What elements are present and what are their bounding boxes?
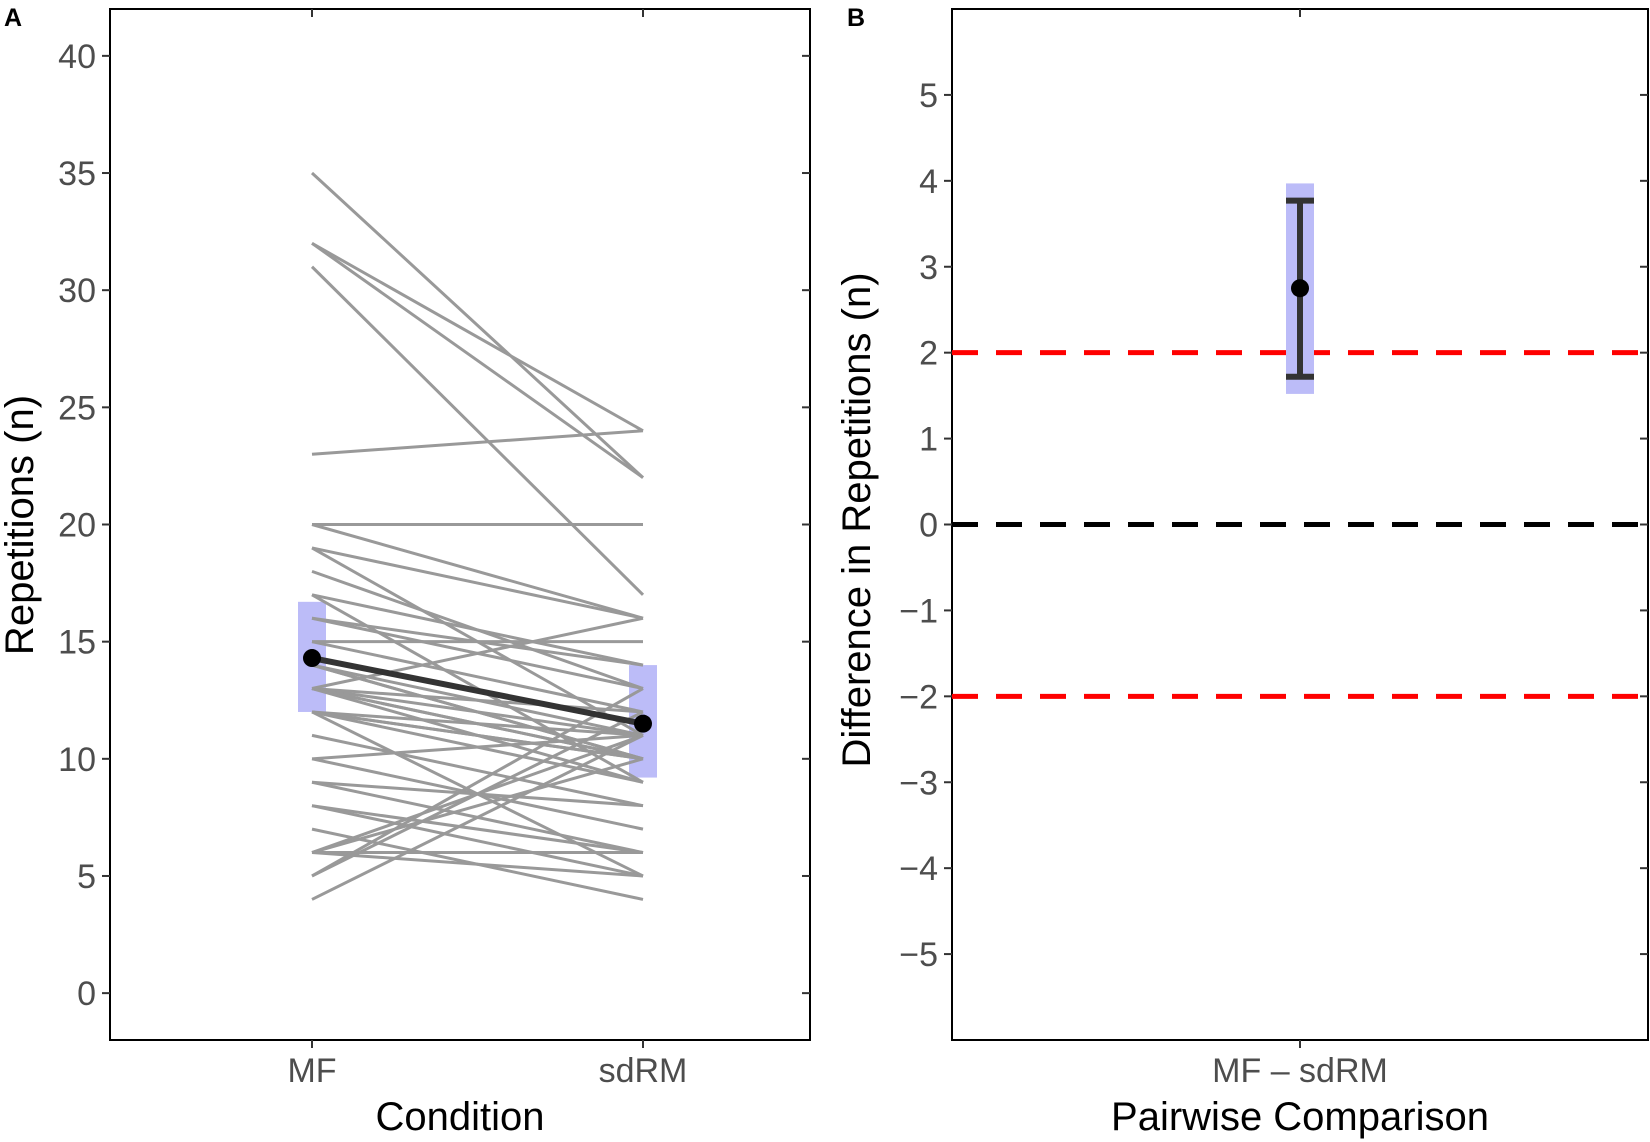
participant-line-7 xyxy=(311,523,644,620)
x-tick-label-MF: MF xyxy=(287,1052,336,1090)
participant-line-28 xyxy=(311,710,644,761)
panel-a-x-title: Condition xyxy=(375,1095,544,1139)
panel-b-x-axis: MF – sdRM xyxy=(1212,9,1388,1090)
y-tick-label-40: 40 xyxy=(58,38,96,76)
participant-line-27 xyxy=(311,710,644,737)
y-tick-label-3: 3 xyxy=(919,249,938,287)
participant-line-21 xyxy=(311,687,644,737)
mean-point-sdRM xyxy=(634,714,652,733)
participant-line-44 xyxy=(311,710,644,878)
participant-line-25 xyxy=(311,616,644,690)
participant-line-36 xyxy=(311,804,644,855)
y-tick-label-25: 25 xyxy=(58,389,96,427)
participant-line-43 xyxy=(311,687,644,878)
panel-a-y-title: Repetitions (n) xyxy=(0,395,42,655)
y-tick-label-30: 30 xyxy=(58,272,96,310)
y-tick-label-15: 15 xyxy=(58,624,96,662)
y-tick-label--4: −4 xyxy=(899,850,938,888)
participant-line-2 xyxy=(311,242,644,433)
y-tick-label-0: 0 xyxy=(77,975,96,1013)
y-tick-label--3: −3 xyxy=(899,764,938,802)
panel-a-y-axis: 0 5 10 15 20 25 30 35 40 xyxy=(58,38,810,1013)
participant-line-41 xyxy=(311,757,644,854)
participant-line-31 xyxy=(311,733,644,808)
mean-line xyxy=(311,655,644,727)
participant-line-22 xyxy=(311,687,644,714)
participant-line-8 xyxy=(311,546,644,620)
x-tick-label-sdRM: sdRM xyxy=(599,1052,688,1090)
x-tick-label: MF – sdRM xyxy=(1212,1052,1388,1090)
panel-a-mean xyxy=(303,649,652,733)
participant-line-3 xyxy=(310,265,645,596)
y-tick-label-0: 0 xyxy=(919,507,938,545)
participant-line-4 xyxy=(310,171,645,479)
panel-b-x-title: Pairwise Comparison xyxy=(1111,1095,1489,1139)
participant-line-15 xyxy=(311,640,644,714)
panel-a-individual-lines xyxy=(310,171,645,901)
participant-line-1 xyxy=(311,242,644,479)
panel-b-reference-lines xyxy=(952,350,1648,699)
participant-line-42 xyxy=(311,851,644,878)
y-tick-label-5: 5 xyxy=(919,77,938,115)
panel-a-x-axis: MF sdRM xyxy=(287,9,687,1090)
y-tick-label-4: 4 xyxy=(919,163,938,201)
estimate-point xyxy=(1291,279,1309,298)
y-tick-label--5: −5 xyxy=(899,936,938,974)
y-tick-label-35: 35 xyxy=(58,155,96,193)
panel-a-label: A xyxy=(4,4,22,32)
y-tick-label-20: 20 xyxy=(58,507,96,545)
panel-a: A 0 5 10 15 20 25 30 35 40 MF sdRM Condition Repe… xyxy=(0,4,811,1139)
y-tick-label--2: −2 xyxy=(899,678,938,716)
panel-b-y-title: Difference in Repetitions (n) xyxy=(835,272,879,767)
participant-line-45 xyxy=(311,734,644,901)
panel-b: B −5 −4 −3 −2 −1 0 1 2 3 4 5 MF – sdRM Pairwise Co… xyxy=(835,4,1649,1139)
participant-line-37 xyxy=(311,804,644,878)
y-tick-label--1: −1 xyxy=(899,592,938,630)
panel-b-error-bar xyxy=(1286,197,1314,380)
y-tick-label-1: 1 xyxy=(919,421,938,459)
y-tick-label-10: 10 xyxy=(58,741,96,779)
participant-line-11 xyxy=(311,593,644,667)
y-tick-label-5: 5 xyxy=(77,858,96,896)
y-tick-label-2: 2 xyxy=(919,335,938,373)
panel-b-label: B xyxy=(847,4,865,32)
mean-point-MF xyxy=(303,649,321,668)
panel-b-y-axis: −5 −4 −3 −2 −1 0 1 2 3 4 5 xyxy=(899,77,1648,974)
participant-line-5 xyxy=(311,429,644,456)
